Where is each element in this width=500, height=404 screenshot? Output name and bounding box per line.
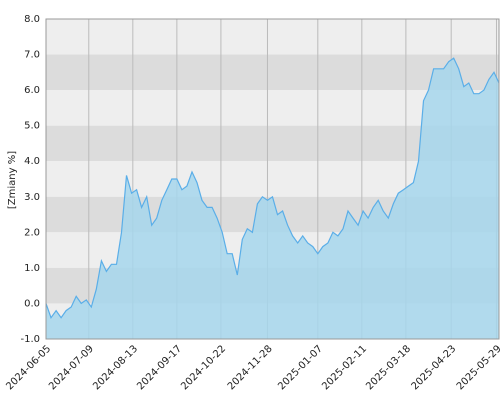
x-tick-label: 2024-08-13	[91, 343, 140, 392]
y-axis-label: [Zmiany %]	[7, 151, 18, 209]
x-tick-label: 2024-10-22	[179, 343, 228, 392]
y-tick-label: 3.0	[24, 192, 40, 203]
line	[45, 57, 500, 319]
x-tick-label: 2024-06-05	[4, 343, 53, 392]
y-tick-label: 7.0	[24, 50, 40, 61]
x-tick-label: 2025-02-11	[320, 343, 369, 392]
x-tick-label: 2025-03-18	[364, 343, 413, 392]
x-tick-label: 2024-07-09	[47, 343, 96, 392]
y-tick-label: -1.0	[20, 334, 40, 345]
y-tick-label: 5.0	[24, 121, 40, 132]
y-tick-label: 0.0	[24, 298, 40, 309]
y-tick-label: 6.0	[24, 85, 40, 96]
y-tick-label: 4.0	[24, 156, 40, 167]
grid-band	[46, 54, 499, 91]
plot-frame	[45, 18, 500, 340]
x-tick-label: 2025-05-29	[455, 343, 500, 392]
y-tick-label: 8.0	[24, 14, 40, 25]
x-tick-label: 2025-01-07	[276, 343, 325, 392]
grid-band	[46, 19, 499, 55]
x-tick-label: 2024-09-17	[135, 343, 184, 392]
y-tick-label: 1.0	[24, 263, 40, 274]
y-tick-label: 2.0	[24, 227, 40, 238]
x-tick-label: 2024-11-28	[226, 343, 275, 392]
x-tick-label: 2025-04-23	[410, 343, 459, 392]
